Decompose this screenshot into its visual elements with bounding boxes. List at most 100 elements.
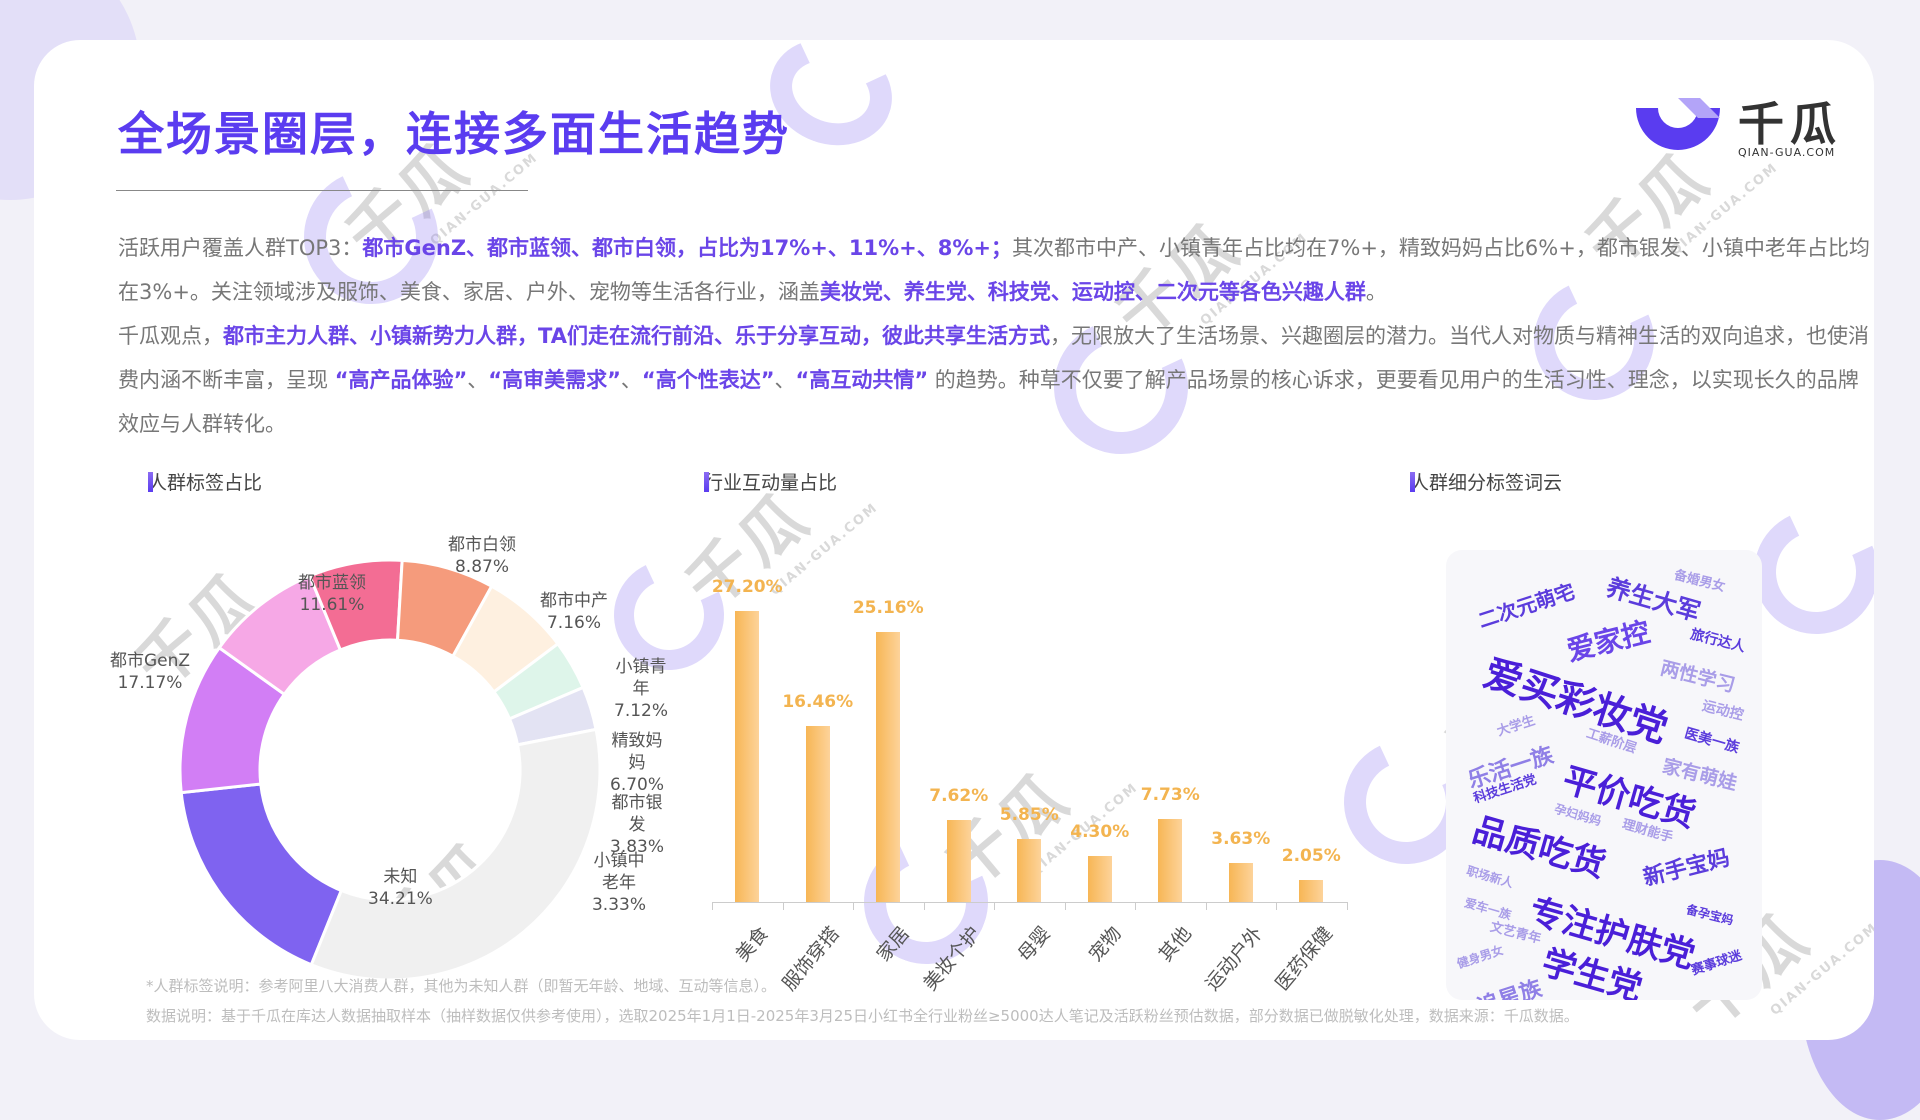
- bar-value-label: 3.63%: [1211, 829, 1271, 850]
- bar: [735, 610, 760, 902]
- bar-value-label: 7.62%: [929, 786, 989, 807]
- x-axis-tick: [1205, 902, 1207, 910]
- logo-name: 千瓜: [1738, 97, 1842, 151]
- word-cloud-term: 新手宝妈: [1640, 845, 1733, 892]
- footnote-data-note: 数据说明：基于千瓜在库达人数据抽取样本（抽样数据仅供参考使用），选取2025年1…: [146, 1007, 1579, 1025]
- bar-section-title: 行业互动量占比: [704, 468, 837, 495]
- intro-highlight: “高产品体验”: [334, 368, 468, 392]
- intro-text: 活跃用户覆盖人群TOP3：都市GenZ、都市蓝领、都市白领，占比为17%+、11…: [118, 226, 1874, 446]
- x-axis-tick: [1064, 902, 1066, 910]
- x-axis-label: 服饰穿搭: [777, 922, 844, 995]
- x-axis-label: 家居: [872, 922, 915, 966]
- donut-svg: [178, 558, 602, 980]
- logo-mark-icon: [1636, 98, 1720, 150]
- x-axis-tick: [853, 902, 854, 910]
- section-marker: [1410, 471, 1415, 492]
- word-cloud: 二次元萌宅 养生大军 备婚男女 爱家控 旅行达人 爱买彩妆党 两性学习 大学生 运动控 乐活一族工…: [1446, 550, 1762, 1000]
- word-cloud-term: 两性学习: [1658, 657, 1738, 697]
- intro-text-run: 的趋势。种草不仅要了解产品场景的核心诉求，更要看见用户的生活习性、理念，以实现长…: [118, 368, 1859, 436]
- bar: [1299, 880, 1324, 902]
- intro-highlight: 都市GenZ、都市蓝领、都市白领，占比为17%+、11%+、8%+；: [362, 236, 1013, 260]
- donut-segment: [309, 727, 602, 980]
- word-cloud-term: 备孕宝妈: [1684, 902, 1735, 928]
- donut-label: 都市蓝领 11.61%: [298, 573, 366, 615]
- x-axis-tick: [994, 902, 995, 910]
- donut-label: 小镇中老年 3.33%: [591, 851, 646, 915]
- x-axis-tick: [1135, 902, 1136, 910]
- bar-value-label: 27.20%: [711, 576, 783, 597]
- section-title-text: 人群细分标签词云: [1410, 472, 1563, 494]
- intro-text-run: 千瓜观点，: [118, 324, 223, 348]
- x-axis-tick: [712, 902, 713, 910]
- x-axis-label: 美食: [731, 922, 774, 966]
- word-cloud-term: 大学生: [1495, 713, 1537, 740]
- word-cloud-term: 运动控: [1700, 698, 1746, 724]
- word-cloud-term: 二次元萌宅: [1475, 579, 1578, 633]
- donut-chart: 都市GenZ 17.17% 都市蓝领 11.61% 都市白领 8.87% 都市中产 7.16%…: [110, 520, 668, 980]
- bar: [876, 632, 901, 902]
- logo-url: QIAN-GUA.COM: [1738, 146, 1836, 159]
- bar-chart: 27.20% 美食 16.46% 服饰穿搭 25.16% 家居 7.62% 美妆个护 5.85%…: [684, 520, 1364, 995]
- intro-text-run: 、: [620, 368, 642, 392]
- bar: [1228, 863, 1253, 902]
- intro-highlight: “高互动共情”: [795, 368, 929, 392]
- word-cloud-term: 旅行达人: [1688, 626, 1747, 656]
- section-marker: [148, 471, 153, 492]
- bar-value-label: 2.05%: [1281, 846, 1341, 867]
- bar: [805, 725, 830, 902]
- bar-value-label: 25.16%: [852, 598, 924, 619]
- cloud-section-title: 人群细分标签词云: [1410, 468, 1562, 495]
- intro-highlight: 都市主力人群、小镇新势力人群，TA们走在流行前沿、乐于分享互动，彼此共享生活方式: [223, 324, 1050, 348]
- intro-highlight: “高个性表达”: [641, 368, 775, 392]
- donut-label: 都市中产 7.16%: [540, 591, 608, 633]
- intro-text-run: 。: [1365, 280, 1387, 304]
- x-axis-tick: [923, 902, 925, 910]
- intro-text-run: 、: [774, 368, 796, 392]
- footnote-label-note: *人群标签说明：参考阿里八大消费人群，其他为未知人群（即暂无年龄、地域、互动等信…: [146, 977, 777, 995]
- section-title-text: 人群标签占比: [148, 472, 263, 494]
- x-axis-tick: [1346, 902, 1348, 910]
- bar: [946, 820, 971, 902]
- bar-value-label: 7.73%: [1140, 785, 1200, 806]
- donut-segment: [179, 782, 344, 967]
- word-cloud-term: 追星族: [1474, 976, 1546, 1000]
- donut-label: 都市白领 8.87%: [448, 535, 516, 577]
- word-cloud-term: 爱家控: [1563, 615, 1654, 668]
- intro-text-run: 、: [467, 368, 489, 392]
- x-axis-label: 医药保健: [1271, 922, 1338, 995]
- word-cloud-term: 赛事球迷: [1689, 948, 1744, 979]
- word-cloud-term: 健身男女: [1455, 942, 1506, 972]
- section-title-text: 行业互动量占比: [704, 472, 838, 494]
- word-cloud-term: 医美一族: [1682, 725, 1741, 757]
- donut-label: 精致妈妈 6.70%: [610, 731, 665, 795]
- x-axis-tick: [1276, 902, 1277, 910]
- bar-value-label: 5.85%: [999, 805, 1059, 826]
- intro-paragraph-2: 千瓜观点，都市主力人群、小镇新势力人群，TA们走在流行前沿、乐于分享互动，彼此共…: [118, 314, 1874, 446]
- title-divider: [116, 190, 528, 191]
- bar-value-label: 4.30%: [1070, 821, 1130, 842]
- section-marker: [704, 471, 709, 492]
- page-title: 全场景圈层，连接多面生活趋势: [118, 107, 790, 161]
- x-axis-label: 运动户外: [1200, 922, 1267, 995]
- intro-highlight: “高审美需求”: [488, 368, 621, 392]
- x-axis-label: 美妆个护: [918, 922, 985, 995]
- x-axis-tick: [782, 902, 784, 910]
- x-axis: [712, 902, 1347, 903]
- intro-highlight: 美妆党、养生党、科技党、运动控、二次元等各色兴趣人群: [819, 280, 1366, 304]
- x-axis-label: 母婴: [1013, 922, 1056, 966]
- donut-section-title: 人群标签占比: [148, 468, 262, 495]
- intro-paragraph-1: 活跃用户覆盖人群TOP3：都市GenZ、都市蓝领、都市白领，占比为17%+、11…: [118, 226, 1874, 314]
- donut-label: 未知 34.21%: [368, 867, 433, 909]
- x-axis-label: 其他: [1154, 922, 1197, 966]
- slide-card: 千瓜 QIAN-GUA.COM 千瓜 QIAN-GUA.COM 千瓜 QIAN-GUA…: [34, 40, 1874, 1040]
- bar-value-label: 16.46%: [782, 691, 854, 712]
- brand-logo: 千瓜 QIAN-GUA.COM: [1630, 84, 1874, 174]
- bar: [1087, 855, 1112, 902]
- intro-text-run: ，无限放大了生活场景、兴趣圈层的潜力。当代人对物质与精神生活的双向追求，也使消费…: [118, 324, 1869, 392]
- x-axis-label: 宠物: [1084, 922, 1126, 966]
- donut-label: 都市银发 3.83%: [610, 793, 665, 857]
- bar: [1017, 839, 1042, 902]
- donut-label: 小镇青年 7.12%: [614, 657, 669, 721]
- intro-text-run: 其次都市中产、小镇青年占比均在7%+，精致妈妈占比6%+，都市银发、小镇中老年占…: [118, 236, 1870, 304]
- bar: [1158, 819, 1183, 902]
